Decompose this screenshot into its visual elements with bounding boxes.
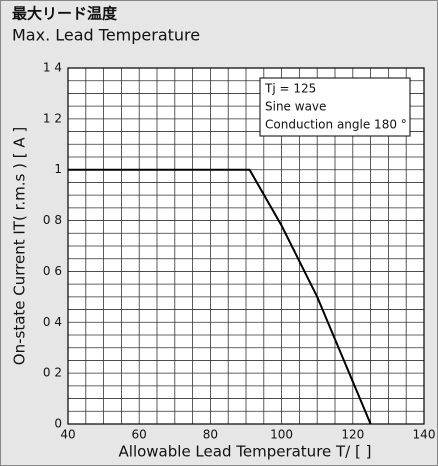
annotation: Conduction angle 180 °: [265, 118, 407, 132]
annotation: Sine wave: [265, 100, 326, 114]
x-tick-label: 140: [413, 428, 436, 442]
plot-border: [67, 67, 425, 425]
x-tick-label: 100: [270, 428, 293, 442]
annotation-box: [259, 77, 411, 137]
data-line: [68, 168, 372, 425]
x-tick-label: 120: [341, 428, 364, 442]
y-tick-label: 0 2: [43, 366, 62, 380]
x-tick-label: 40: [60, 428, 75, 442]
y-tick-label: 0 8: [43, 213, 62, 227]
chart-title: 最大リード温度: [12, 5, 118, 23]
y-tick-label: 0 6: [43, 264, 62, 278]
y-tick-label: 1 2: [43, 111, 62, 125]
x-tick-label: 80: [203, 428, 218, 442]
y-tick-label: 1: [54, 162, 62, 176]
y-axis-label: On-state Current IT( r.m.s ) [ A ]: [11, 127, 29, 365]
chart-subtitle: Max. Lead Temperature: [12, 26, 200, 45]
y-tick-label: 0 4: [43, 315, 62, 329]
y-tick-label: 0: [54, 417, 62, 431]
x-tick-label: 60: [132, 428, 147, 442]
annotation: Tj = 125: [264, 82, 316, 96]
y-tick-label: 1 4: [43, 61, 62, 75]
x-axis-label: Allowable Lead Temperature T/ [ ]: [119, 443, 372, 461]
